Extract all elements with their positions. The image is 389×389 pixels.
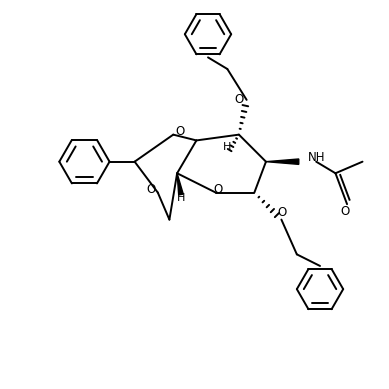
Text: O: O — [175, 125, 185, 138]
Text: O: O — [234, 93, 244, 106]
Polygon shape — [177, 173, 183, 195]
Text: O: O — [277, 206, 287, 219]
Text: O: O — [340, 205, 350, 217]
Text: H: H — [223, 142, 231, 152]
Polygon shape — [266, 159, 299, 165]
Text: O: O — [146, 183, 156, 196]
Text: O: O — [213, 183, 222, 196]
Text: NH: NH — [308, 151, 325, 163]
Text: H: H — [177, 193, 185, 203]
